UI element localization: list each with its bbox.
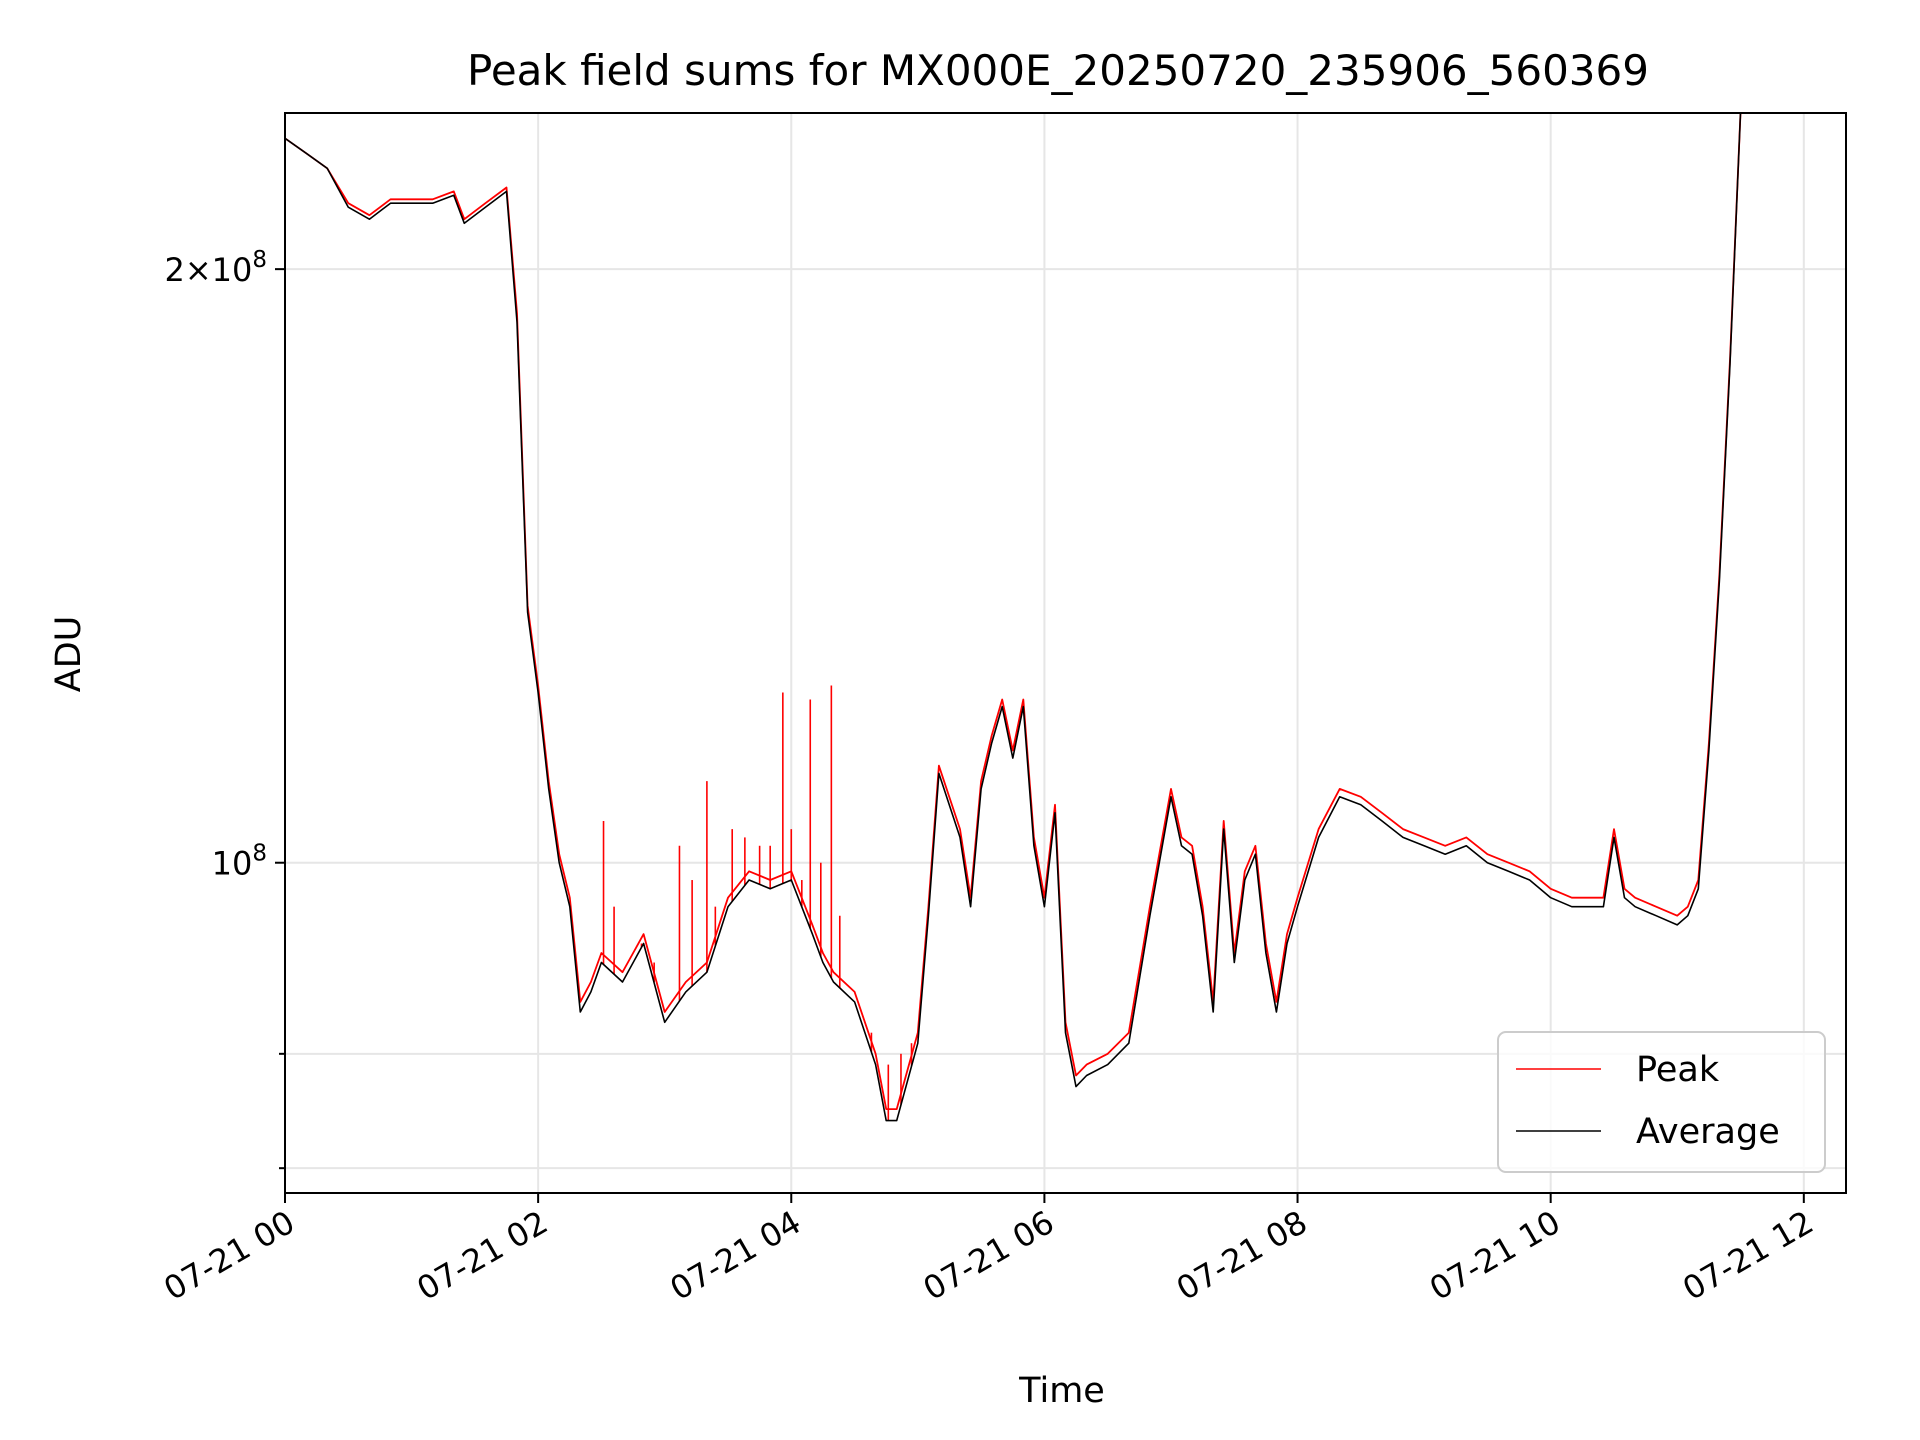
x-tick-label: 07-21 04 — [664, 1203, 808, 1308]
x-axis-label: Time — [1018, 1371, 1105, 1411]
legend: Peak Average — [1497, 1031, 1826, 1173]
x-tick-label: 07-21 10 — [1423, 1203, 1567, 1308]
series-line-peak — [284, 112, 1752, 1110]
y-axis-ticks: 108 2×108 — [164, 247, 285, 1170]
y-tick-label: 2×108 — [164, 247, 267, 289]
chart-title: Peak field sums for MX000E_20250720_2359… — [467, 46, 1649, 95]
series-lines — [284, 112, 1752, 1122]
x-tick-label: 07-21 12 — [1676, 1203, 1820, 1308]
plot-area-frame — [284, 112, 1847, 1194]
legend-box — [1497, 1031, 1826, 1173]
legend-label-average: Average — [1636, 1112, 1780, 1152]
x-tick-label: 07-21 00 — [157, 1203, 301, 1308]
x-tick-label: 07-21 06 — [917, 1203, 1061, 1308]
peak-spikes — [602, 685, 913, 1121]
y-tick-label: 108 — [212, 841, 267, 883]
x-tick-label: 07-21 02 — [411, 1203, 555, 1308]
series-line-average — [284, 112, 1752, 1122]
y-axis-label: ADU — [49, 616, 89, 693]
x-axis-ticks: 07-21 00 07-21 02 07-21 04 07-21 06 07-21 08… — [157, 1193, 1820, 1308]
legend-label-peak: Peak — [1636, 1050, 1720, 1090]
x-tick-label: 07-21 08 — [1170, 1203, 1314, 1308]
